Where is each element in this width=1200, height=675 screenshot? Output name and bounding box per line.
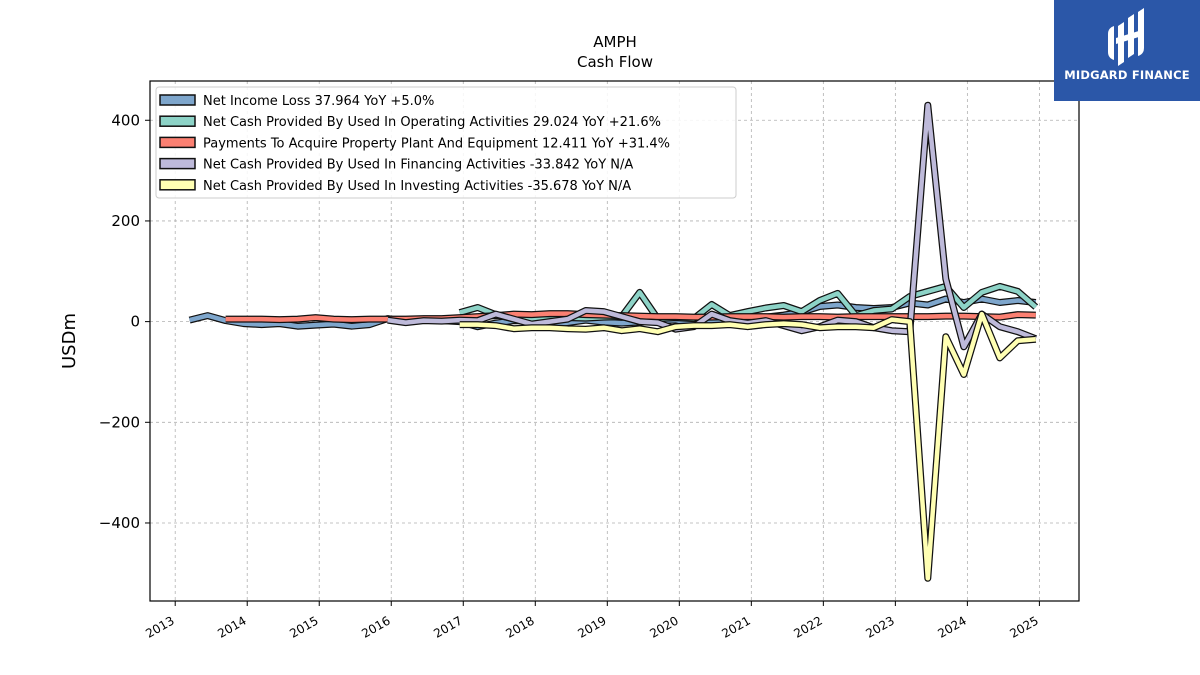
legend-label: Net Cash Provided By Used In Operating A… (203, 115, 661, 130)
plot-frame (149, 80, 1080, 602)
chart-subtitle: Cash Flow (577, 53, 653, 71)
legend-swatch (159, 157, 196, 170)
y-tick-label: −200 (99, 413, 140, 431)
legend-swatch (159, 115, 196, 127)
legend-swatch (159, 179, 196, 191)
legend-swatch (159, 94, 196, 106)
legend-label: Net Cash Provided By Used In Investing A… (203, 179, 631, 194)
series-line-4 (459, 311, 1036, 581)
y-tick-label: −400 (99, 514, 140, 532)
y-tick-label: 200 (111, 212, 140, 230)
legend: Net Income Loss 37.964 YoY +5.0% Net Cash… (155, 86, 737, 199)
legend-label: Net Cash Provided By Used In Financing A… (203, 158, 633, 173)
series-lines (188, 101, 1039, 582)
y-tick-label: 0 (130, 313, 140, 331)
legend-label: Net Income Loss 37.964 YoY +5.0% (203, 94, 434, 109)
brand-logo: MIDGARD FINANCE (1054, 0, 1200, 101)
logo-text: MIDGARD FINANCE (1064, 68, 1190, 82)
chart-title: AMPH (593, 33, 637, 51)
legend-swatch (159, 136, 196, 149)
y-axis-label: USDm (59, 313, 80, 369)
y-tick-label: 400 (111, 111, 140, 129)
series-line-3 (387, 102, 1037, 350)
legend-label: Payments To Acquire Property Plant And E… (203, 136, 670, 151)
legend-box (155, 86, 737, 199)
midgard-logo-icon (1108, 8, 1144, 66)
